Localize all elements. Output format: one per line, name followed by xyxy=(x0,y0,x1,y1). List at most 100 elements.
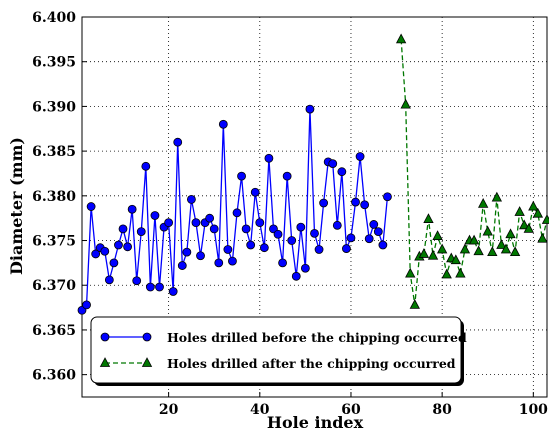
marker xyxy=(151,211,159,219)
marker xyxy=(192,219,200,227)
marker xyxy=(429,251,438,259)
marker xyxy=(292,272,300,280)
legend-label: Holes drilled after the chipping occurre… xyxy=(167,356,456,371)
marker xyxy=(538,234,547,243)
marker xyxy=(288,237,296,245)
marker xyxy=(438,244,447,253)
marker xyxy=(265,154,273,162)
marker xyxy=(206,214,214,222)
marker xyxy=(474,246,483,255)
series-line xyxy=(401,39,547,305)
marker xyxy=(197,252,205,260)
marker xyxy=(251,188,259,196)
marker xyxy=(137,228,145,236)
marker xyxy=(260,244,268,252)
y-tick-label: 6.380 xyxy=(32,189,76,205)
x-tick-label: 40 xyxy=(250,402,270,418)
marker xyxy=(352,198,360,206)
marker xyxy=(410,300,419,309)
marker xyxy=(142,162,150,170)
marker xyxy=(442,270,451,279)
marker xyxy=(492,193,501,202)
marker xyxy=(460,244,469,253)
x-tick-label: 100 xyxy=(519,402,548,418)
marker xyxy=(242,225,250,233)
marker xyxy=(419,249,428,257)
marker xyxy=(169,287,177,295)
x-tick-label: 80 xyxy=(432,402,452,418)
marker xyxy=(311,229,319,237)
marker xyxy=(342,245,350,253)
legend xyxy=(91,317,461,383)
marker xyxy=(228,257,236,265)
marker xyxy=(183,248,191,256)
marker xyxy=(329,160,337,168)
y-tick-label: 6.400 xyxy=(32,10,76,26)
marker xyxy=(397,34,406,43)
y-axis-label: Diameter (mm) xyxy=(7,137,26,275)
marker xyxy=(433,231,442,240)
legend-label: Holes drilled before the chipping occurr… xyxy=(167,330,467,345)
y-tick-label: 6.395 xyxy=(32,55,76,71)
marker xyxy=(370,220,378,228)
x-tick-label: 20 xyxy=(159,402,179,418)
marker xyxy=(320,199,328,207)
y-tick-label: 6.370 xyxy=(32,278,76,294)
marker xyxy=(365,235,373,243)
marker xyxy=(301,264,309,272)
marker xyxy=(119,225,127,233)
marker xyxy=(483,227,492,236)
marker xyxy=(247,241,255,249)
marker xyxy=(515,207,524,216)
marker xyxy=(215,259,223,267)
marker xyxy=(356,152,364,160)
marker xyxy=(238,172,246,180)
marker xyxy=(274,230,282,238)
marker xyxy=(306,105,314,113)
marker xyxy=(133,277,141,285)
marker xyxy=(178,262,186,270)
y-tick-label: 6.390 xyxy=(32,99,76,115)
marker xyxy=(383,193,391,201)
marker xyxy=(333,221,341,229)
marker xyxy=(83,301,91,309)
marker xyxy=(233,209,241,217)
marker xyxy=(424,214,433,223)
marker xyxy=(406,269,415,278)
marker xyxy=(379,241,387,249)
y-tick-label: 6.365 xyxy=(32,323,76,339)
x-tick-label: 60 xyxy=(341,402,361,418)
marker xyxy=(374,228,382,236)
marker xyxy=(543,215,549,224)
y-tick-label: 6.375 xyxy=(32,234,76,250)
marker xyxy=(143,333,151,341)
marker xyxy=(128,205,136,213)
marker xyxy=(401,100,410,109)
marker xyxy=(105,276,113,284)
marker xyxy=(124,243,132,251)
marker xyxy=(506,229,515,238)
marker xyxy=(529,202,538,211)
marker xyxy=(488,247,497,256)
marker xyxy=(283,172,291,180)
marker xyxy=(174,138,182,146)
marker xyxy=(315,245,323,253)
marker xyxy=(224,245,232,253)
marker xyxy=(279,259,287,267)
marker xyxy=(347,234,355,242)
y-tick-label: 6.360 xyxy=(32,368,76,384)
marker xyxy=(219,120,227,128)
marker xyxy=(210,225,218,233)
marker xyxy=(110,259,118,267)
marker xyxy=(187,195,195,203)
marker xyxy=(479,199,488,208)
marker xyxy=(165,219,173,227)
marker xyxy=(456,269,465,278)
marker xyxy=(297,223,305,231)
marker xyxy=(156,283,164,291)
marker xyxy=(101,333,109,341)
marker xyxy=(114,241,122,249)
marker xyxy=(101,247,109,255)
marker xyxy=(87,203,95,211)
